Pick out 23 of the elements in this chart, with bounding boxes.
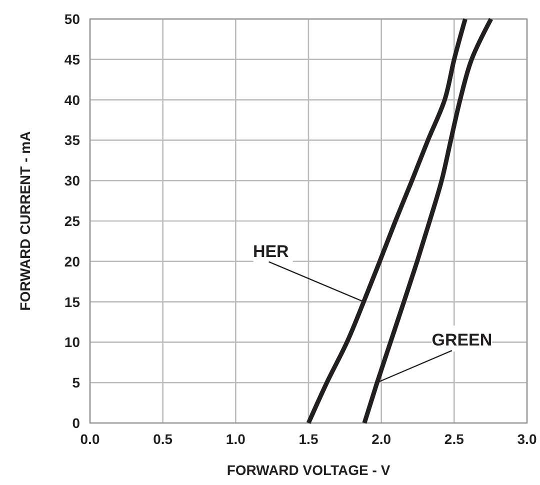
y-tick-label: 20	[64, 253, 80, 270]
y-tick-label: 35	[64, 132, 80, 148]
y-tick-label: 40	[64, 92, 80, 108]
y-tick-label: 25	[64, 213, 80, 229]
x-axis-title: FORWARD VOLTAGE - V	[226, 462, 391, 478]
x-tick-label: 2.5	[444, 431, 464, 447]
annotation: HER	[252, 242, 289, 261]
x-tick-label: 0.0	[80, 431, 100, 447]
y-tick-label: 0	[72, 415, 80, 431]
x-tick-label: 1.0	[226, 431, 246, 447]
y-tick-label: 30	[64, 172, 80, 189]
x-tick-label: 1.5	[298, 431, 318, 447]
annotation: GREEN	[432, 330, 492, 350]
y-tick-label: 45	[64, 51, 80, 68]
y-tick-label: 15	[64, 294, 80, 310]
line-series	[362, 16, 494, 426]
x-tick-label: 2.0	[372, 431, 392, 447]
x-tick-label: 3.0	[517, 431, 537, 447]
y-tick-label: 10	[64, 334, 80, 350]
x-tick-label: 0.5	[153, 431, 173, 447]
y-axis-title: FORWARD CURRENT - mA	[17, 131, 33, 311]
y-tick-label: 5	[72, 374, 80, 391]
y-tick-label: 50	[64, 11, 80, 27]
